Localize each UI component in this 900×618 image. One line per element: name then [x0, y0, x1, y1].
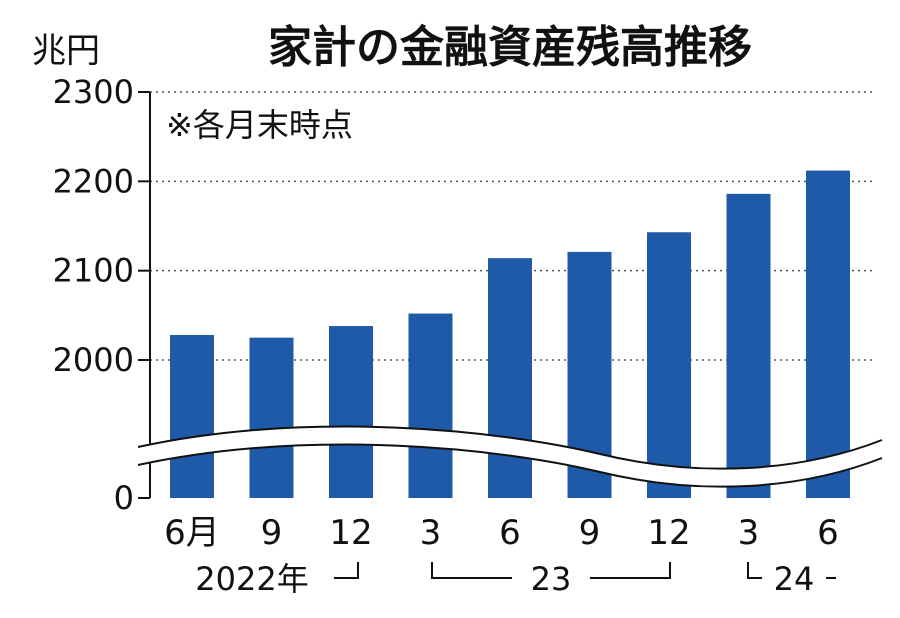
x-tick-label: 6月 — [164, 513, 220, 553]
bar — [806, 170, 850, 498]
year-label-24: 24 — [774, 560, 815, 598]
y-tick-label: 2200 — [53, 162, 134, 200]
bar — [726, 193, 771, 498]
year-bracket-23-right — [590, 562, 671, 579]
y-tick-label: 2300 — [53, 73, 134, 111]
y-axis-ticks: 2300 2200 2100 2000 0 — [53, 73, 150, 517]
unit-label: 兆円 — [32, 31, 100, 71]
x-tick-label: 6 — [817, 513, 839, 553]
year-bracket-2022 — [334, 562, 359, 579]
y-tick-label: 2100 — [53, 252, 134, 290]
axis-break-line-top — [137, 425, 883, 470]
note-label: ※各月末時点 — [166, 106, 353, 144]
bar — [329, 326, 373, 498]
bar — [249, 337, 294, 498]
axis-break-line-bottom — [137, 443, 883, 488]
chart-title: 家計の金融資産残高推移 — [268, 22, 752, 73]
y-tick-label: 2000 — [53, 341, 134, 379]
bar — [408, 313, 453, 498]
year-bracket-24-left — [747, 562, 762, 579]
x-axis-ticks: 6月 9 12 3 6 9 12 3 6 — [164, 513, 839, 553]
x-tick-label: 3 — [420, 513, 442, 553]
x-tick-label: 9 — [579, 513, 601, 553]
year-label-23: 23 — [531, 560, 572, 598]
x-tick-label: 12 — [329, 513, 372, 553]
year-bracket-23-left — [431, 562, 512, 579]
y-tick-label: 0 — [114, 479, 134, 517]
x-tick-label: 6 — [499, 513, 521, 553]
bar — [488, 258, 532, 498]
year-label-2022: 2022年 — [195, 560, 308, 598]
x-tick-label: 3 — [738, 513, 760, 553]
bar — [647, 232, 691, 498]
x-tick-label: 12 — [647, 513, 690, 553]
axis-break — [138, 426, 882, 487]
bar — [170, 334, 214, 498]
bars — [170, 170, 850, 498]
x-tick-label: 9 — [261, 513, 283, 553]
